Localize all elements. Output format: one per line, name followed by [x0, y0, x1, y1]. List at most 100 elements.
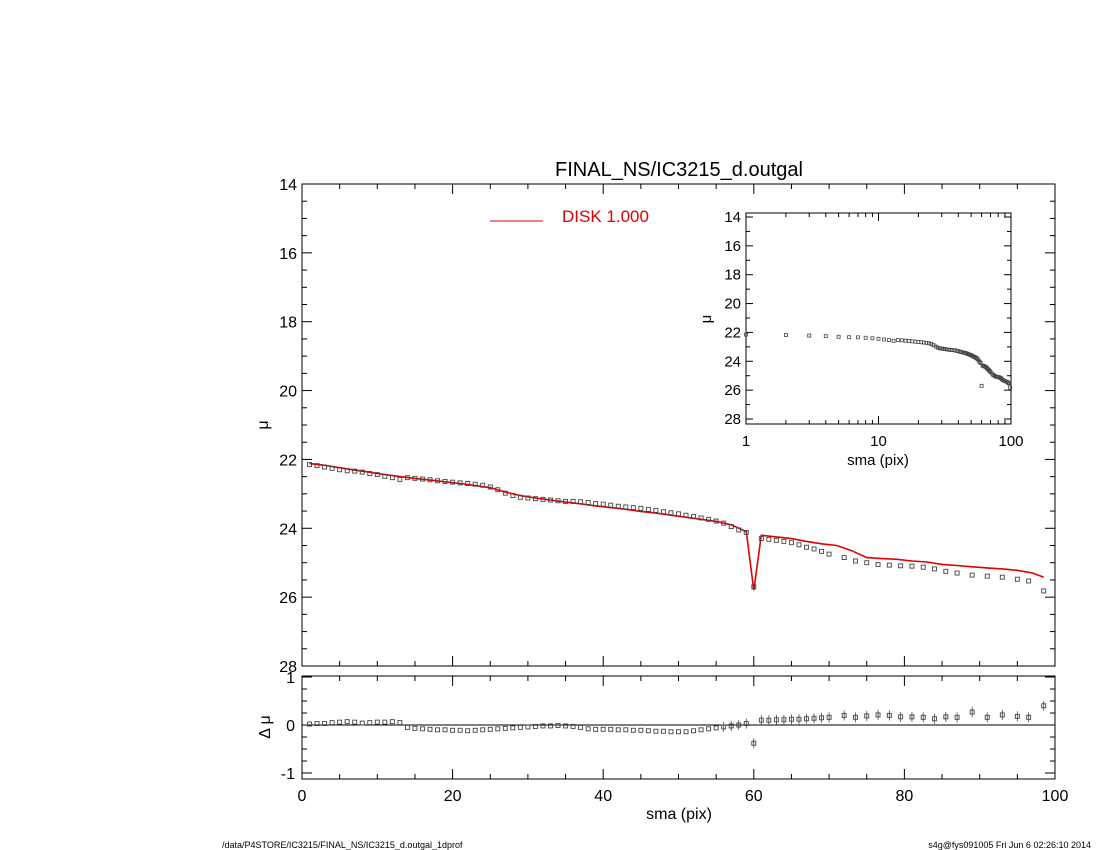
- residual-point: [427, 726, 433, 732]
- inset-point: [979, 383, 984, 388]
- inset-x-tick-label: 100: [998, 433, 1023, 450]
- inset-y-tick-label: 26: [724, 382, 741, 399]
- observed-point: [638, 505, 644, 511]
- observed-point: [706, 516, 712, 522]
- residual-point: [593, 726, 599, 732]
- x-tick-label: 0: [298, 788, 307, 805]
- observed-point: [853, 558, 858, 564]
- residual-y-tick-label: 0: [286, 718, 295, 735]
- residual-point: [563, 723, 568, 729]
- inset-point: [1008, 385, 1013, 390]
- inset-point: [921, 340, 926, 345]
- residual-point: [472, 727, 478, 733]
- inset-observed-points: [744, 332, 1013, 390]
- residual-plot-frame: [301, 675, 1056, 780]
- residual-point: [337, 719, 343, 725]
- residual-point: [344, 719, 350, 725]
- inset-y-tick-label: 24: [724, 353, 741, 370]
- residual-point: [359, 720, 365, 726]
- residual-panel: 10-10 20 40 60 80 100 Δ μ sma (pix): [257, 670, 1068, 823]
- inset-point: [1007, 381, 1011, 386]
- observed-point: [593, 501, 599, 506]
- residual-point: [412, 725, 418, 731]
- observed-point: [427, 477, 433, 483]
- inset-point: [899, 338, 904, 343]
- main-y-tick-label: 22: [279, 452, 297, 469]
- observed-point: [819, 548, 825, 554]
- observed-point: [826, 551, 832, 557]
- main-panel: 14 16 18 20 22 24 26 28 DISK 1.000 μ: [255, 177, 1056, 676]
- main-y-tick-label: 26: [279, 590, 297, 607]
- observed-point: [766, 536, 772, 542]
- residual-point: [683, 729, 689, 735]
- x-tick-label: 100: [1042, 788, 1069, 805]
- observed-point: [630, 505, 636, 511]
- inset-point: [903, 338, 908, 343]
- observed-point: [615, 503, 621, 509]
- residual-point: [630, 727, 636, 733]
- legend: DISK 1.000: [490, 207, 649, 226]
- observed-point: [548, 497, 553, 503]
- inset-point: [887, 338, 891, 342]
- inset-point: [807, 333, 812, 338]
- residual-point: [382, 719, 388, 725]
- residual-point: [645, 728, 651, 734]
- chart-title: FINAL_NS/IC3215_d.outgal: [555, 159, 803, 181]
- residual-point: [367, 720, 373, 726]
- inset-point: [926, 341, 931, 346]
- residual-point: [329, 720, 335, 726]
- residual-point: [600, 726, 606, 732]
- inset-point: [978, 361, 983, 365]
- residual-point: [517, 724, 523, 730]
- inset-point: [933, 344, 938, 349]
- observed-point: [796, 542, 802, 548]
- residual-point: [435, 727, 440, 733]
- observed-point: [510, 493, 516, 499]
- inset-point: [870, 336, 875, 341]
- main-y-tick-label: 16: [279, 246, 297, 263]
- observed-point: [608, 502, 614, 508]
- residual-y-axis-label: Δ μ: [257, 715, 274, 738]
- observed-point: [683, 512, 689, 518]
- inset-point: [924, 340, 929, 345]
- observed-point: [442, 479, 448, 484]
- observed-point: [984, 573, 990, 579]
- observed-point: [773, 537, 779, 543]
- residual-y-tick-label: 1: [286, 670, 295, 687]
- observed-point: [495, 487, 501, 493]
- inset-point: [937, 346, 942, 351]
- inset-y-tick-label: 22: [724, 324, 741, 341]
- observed-point: [691, 514, 697, 520]
- observed-point: [465, 481, 471, 486]
- inset-point: [895, 338, 900, 342]
- observed-point: [721, 520, 727, 526]
- observed-point: [570, 498, 576, 504]
- x-tick-label: 20: [444, 788, 462, 805]
- observed-point: [736, 527, 742, 533]
- footer-path: /data/P4STORE/IC3215/FINAL_NS/IC3215_d.o…: [222, 840, 463, 850]
- residual-point: [525, 724, 531, 730]
- residual-point: [397, 720, 403, 726]
- observed-point: [943, 568, 949, 574]
- observed-point: [314, 463, 320, 469]
- residual-point: [713, 725, 719, 731]
- observed-point: [1026, 578, 1032, 584]
- residual-point: [420, 726, 425, 732]
- residual-point: [510, 725, 516, 731]
- observed-point: [487, 484, 493, 490]
- observed-point: [525, 495, 531, 501]
- observed-point: [600, 501, 606, 507]
- residual-point: [608, 726, 614, 732]
- observed-point: [758, 536, 764, 542]
- residual-point: [442, 727, 448, 733]
- residual-point: [570, 723, 576, 729]
- inset-panel: 14 16 18 20 22 24 26 281 10 100 μ sma (pix): [698, 209, 1024, 469]
- inset-x-axis-label: sma (pix): [847, 452, 909, 469]
- residual-point: [404, 724, 410, 730]
- observed-point: [728, 524, 734, 530]
- residual-point: [495, 726, 501, 732]
- residual-point: [450, 727, 456, 733]
- observed-points: [307, 462, 1047, 594]
- residual-point: [480, 727, 486, 733]
- observed-point: [532, 496, 538, 502]
